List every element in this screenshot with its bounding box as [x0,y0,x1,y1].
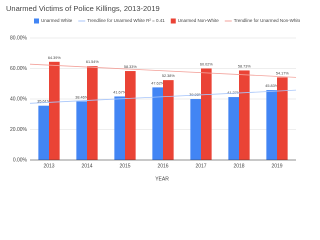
legend-label: Unarmed Non-White [178,18,220,23]
legend-swatch [34,18,39,24]
value-label: 47.62% [151,81,165,85]
value-label: 58.33% [124,65,138,69]
bar [266,90,277,160]
bar [76,101,87,160]
x-tick-label: 2018 [233,163,244,169]
bar [38,105,49,160]
y-tick-label: 40.00% [10,96,28,102]
x-tick-label: 2016 [157,163,168,169]
y-tick-label: 80.00% [10,35,28,41]
x-tick-label: 2019 [271,163,282,169]
legend-label: Unarmed White [41,18,73,23]
bar [228,97,239,160]
legend-label: Trendline for Unarmed White R² = 0.41 [87,18,165,23]
x-tick-label: 2013 [43,163,54,169]
value-label: 52.38% [162,74,176,78]
bar [114,96,125,160]
chart-title: Unarmed Victims of Police Killings, 2013… [6,4,160,13]
bar [277,77,288,160]
bar [49,61,60,160]
bar [163,80,174,160]
trendline [29,89,297,104]
x-tick-label: 2014 [81,163,92,169]
value-label: 41.67% [113,90,127,94]
trendline [29,63,297,78]
value-label: 35.61% [37,100,51,104]
x-axis-title: YEAR [155,176,169,182]
value-label: 58.73% [238,64,252,68]
y-tick-label: 0.00% [13,157,28,163]
y-tick-label: 60.00% [10,66,28,72]
bar [125,71,136,160]
legend-label: Trendline for Unarmed Non-White R² = 0.4… [234,18,300,23]
bar [87,66,98,160]
chart: Unarmed Victims of Police Killings, 2013… [6,3,300,183]
legend-swatch [170,18,176,24]
x-tick-label: 2017 [195,163,206,169]
bar [239,70,250,160]
x-tick-label: 2015 [119,163,130,169]
value-label: 61.54% [86,60,100,64]
value-label: 45.83% [265,84,279,88]
value-label: 64.39% [48,56,62,60]
bar [190,99,201,160]
value-label: 38.46% [75,95,89,99]
value-label: 54.17% [276,71,290,75]
bar [201,68,212,160]
bar [152,87,163,160]
value-label: 60.02% [200,62,214,66]
y-tick-label: 20.00% [10,127,28,133]
